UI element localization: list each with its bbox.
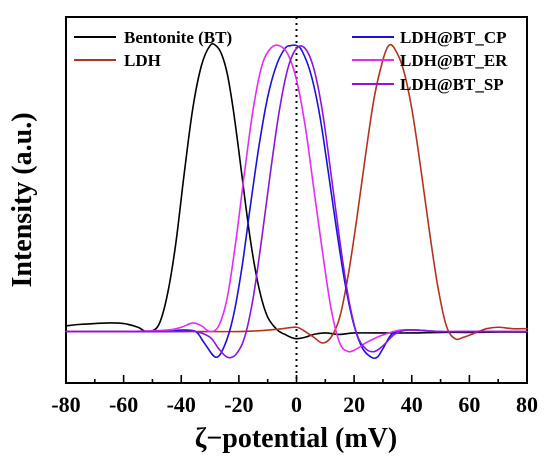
legend-label-ldh-bt-cp: LDH@BT_CP [400,28,507,47]
x-tick-label: -20 [224,392,253,417]
legend-label-ldh: LDH [124,51,161,70]
legend-label-ldh-bt-sp: LDH@BT_SP [400,75,504,94]
x-tick-label: -40 [167,392,196,417]
x-tick-label: -60 [109,392,138,417]
legend-label-ldh-bt-er: LDH@BT_ER [400,51,508,70]
series-line-ldh-bt-cp [65,44,528,360]
x-tick-label: -80 [51,392,80,417]
legend: Bentonite (BT) LDH LDH@BT_CP LDH@BT_ER LDH@B… [74,28,508,94]
x-tick-label: 80 [516,392,538,417]
legend-label-bentonite-bt: Bentonite (BT) [124,28,232,47]
x-axis-label: ζ−potential (mV) [195,423,398,454]
x-ticks: -80 -60 -40 -20 0 20 40 60 80 [51,375,538,417]
series-line-ldh [65,43,528,344]
series-layer [65,42,528,360]
x-tick-label: 0 [291,392,302,417]
x-tick-label: 60 [458,392,480,417]
y-axis-label: Intensity (a.u.) [7,112,38,287]
series-line-ldh-bt-er [65,44,528,353]
series-line-ldh-bt-sp [65,45,528,359]
x-tick-label: 40 [401,392,423,417]
x-tick-label: 20 [343,392,365,417]
